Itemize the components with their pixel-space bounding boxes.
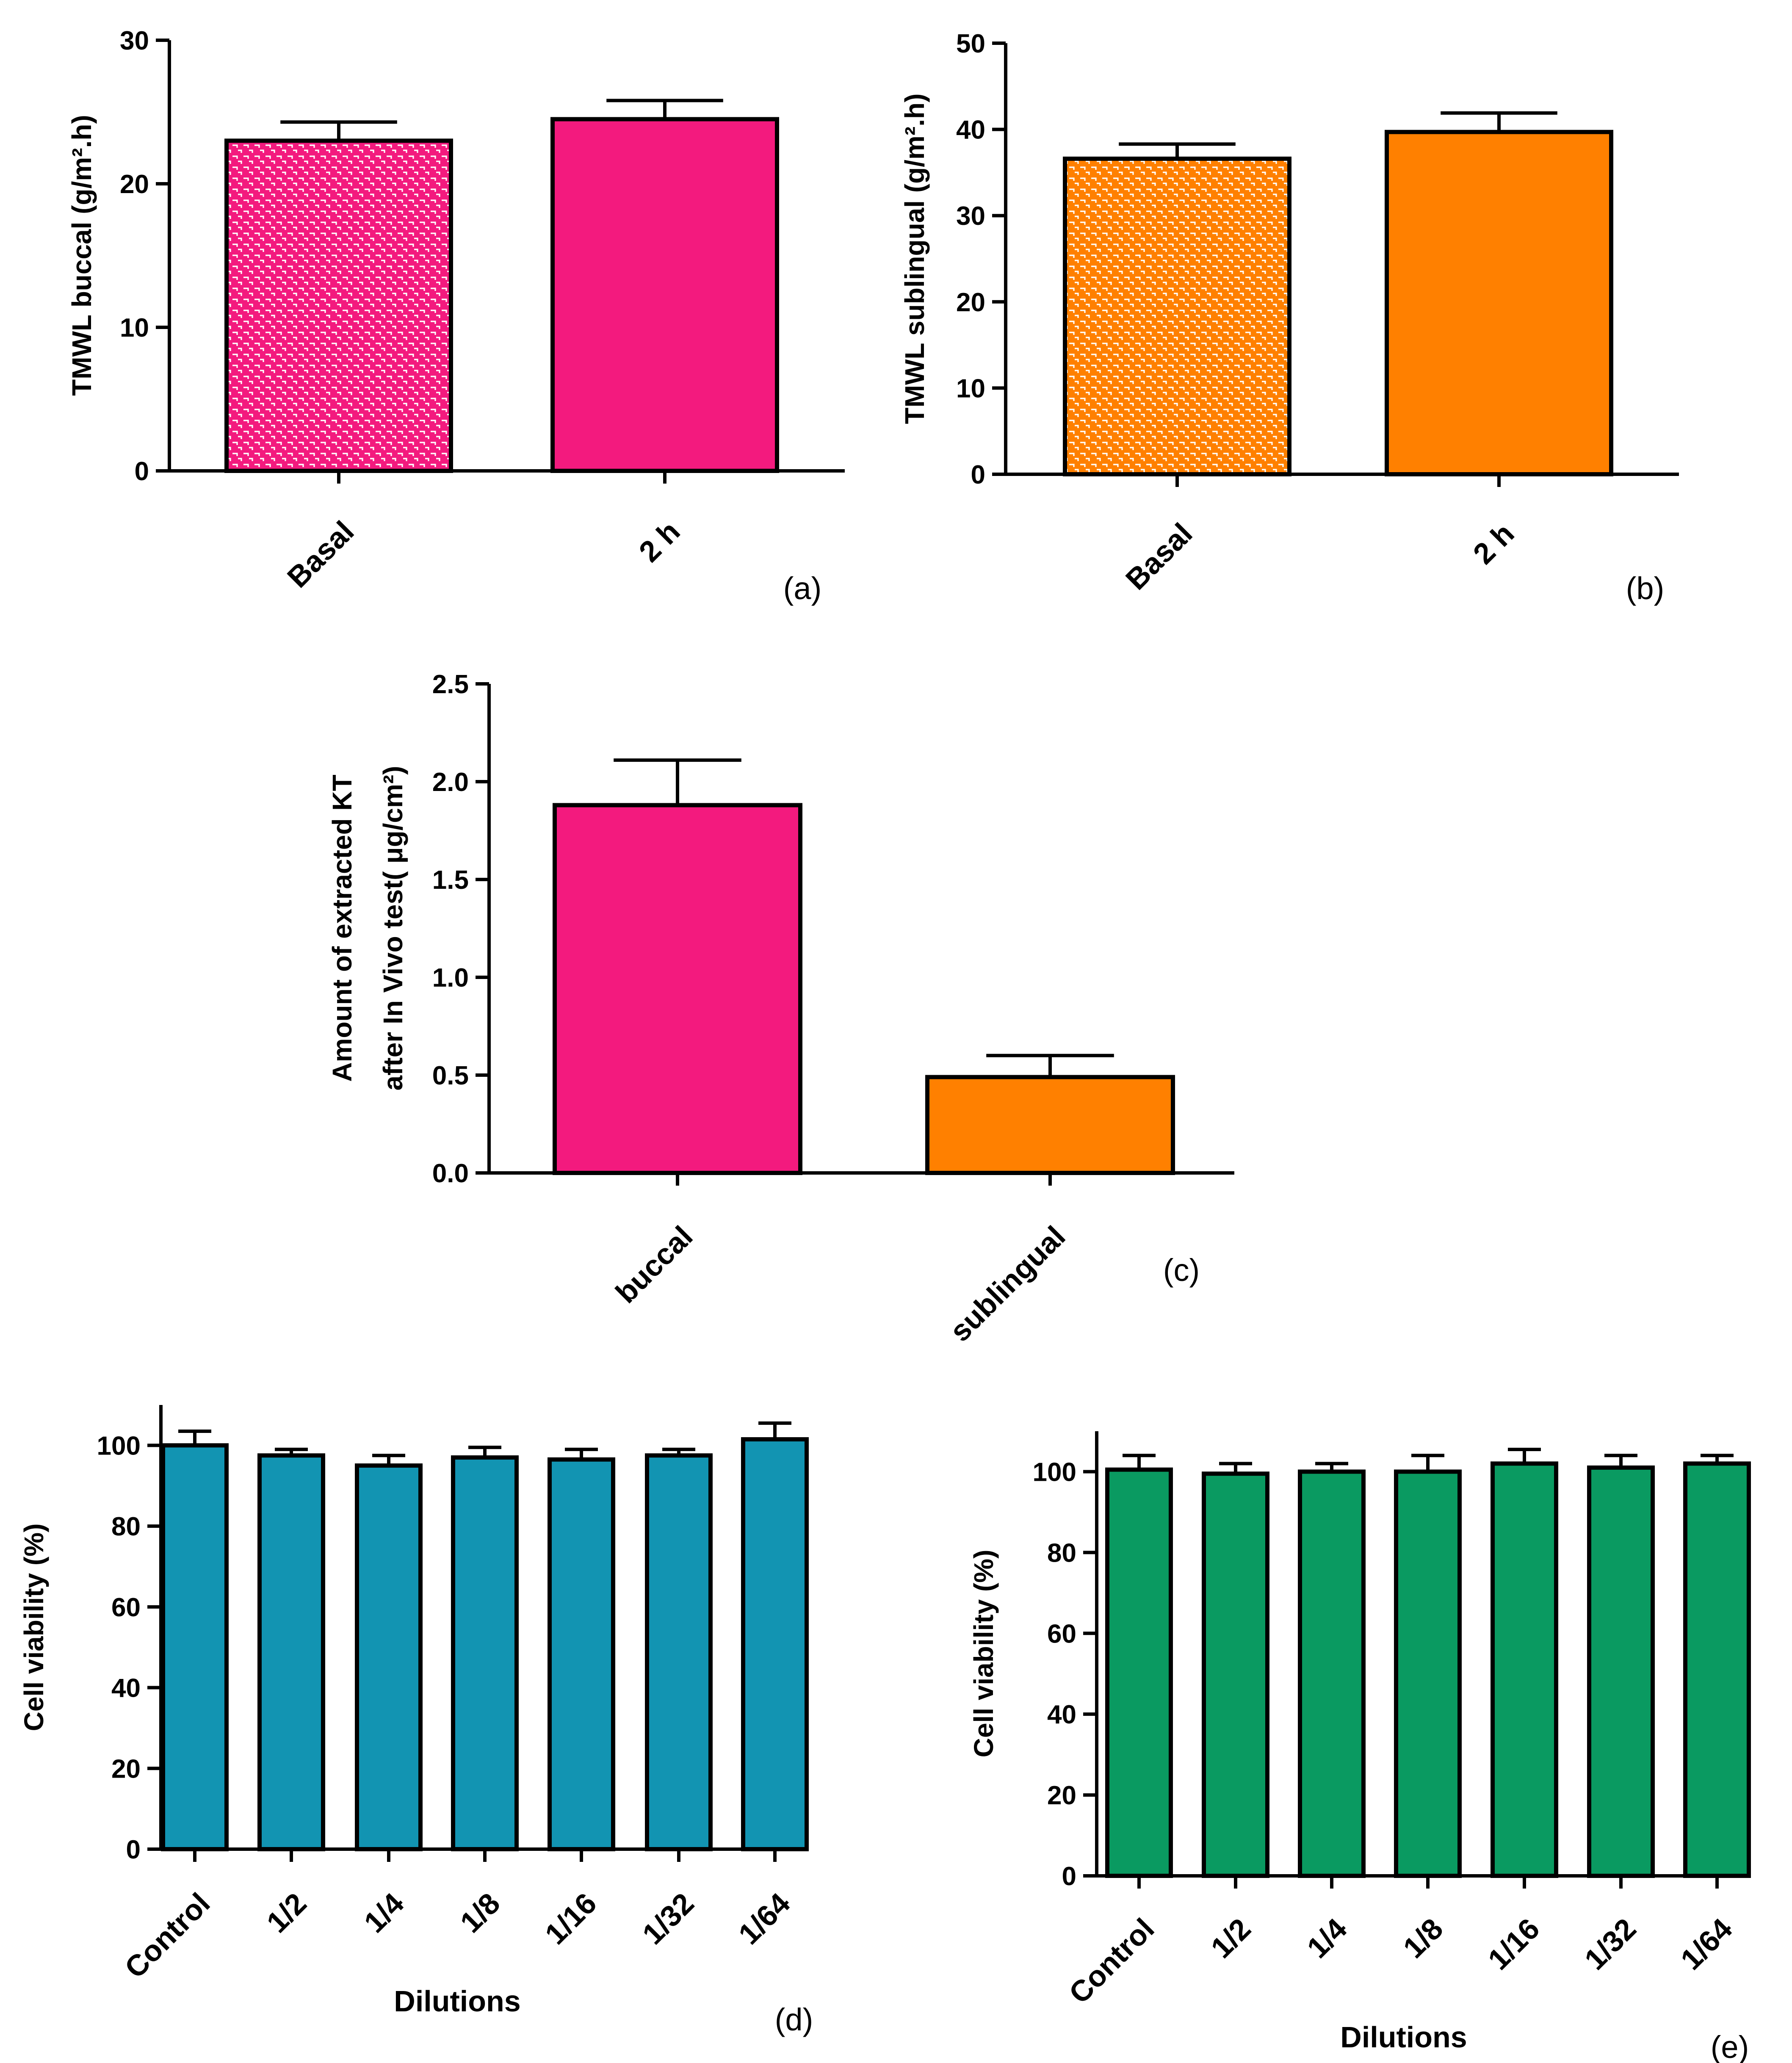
y-tick-label: 30: [956, 202, 985, 231]
category-label: buccal: [609, 1220, 699, 1309]
y-tick-label: 40: [1047, 1700, 1076, 1729]
panel-label: (d): [775, 2002, 813, 2037]
category-label: 1/8: [454, 1886, 506, 1939]
bar: [451, 1455, 519, 1851]
y-tick-label: 1.0: [432, 963, 469, 993]
bar: [1394, 1469, 1462, 1878]
bar: [257, 1453, 325, 1852]
bar: [925, 1075, 1175, 1175]
category-label: 1/32: [636, 1886, 700, 1950]
bar: [553, 803, 802, 1175]
bar: [1105, 1467, 1173, 1878]
y-tick-label: 2.0: [432, 768, 469, 797]
panel-label: (b): [1626, 571, 1664, 606]
panel-label: (a): [783, 571, 821, 606]
y-tick-label: 30: [120, 26, 149, 55]
y-tick-label: 10: [120, 313, 149, 343]
category-label: 1/16: [1482, 1912, 1546, 1976]
bar: [224, 138, 453, 473]
category-label: 1/4: [1301, 1912, 1353, 1964]
y-tick-label: 0.5: [432, 1061, 469, 1090]
category-label: 1/64: [732, 1886, 796, 1951]
category-label: sublingual: [943, 1220, 1072, 1348]
y-tick-label: 20: [120, 170, 149, 199]
y-tick-label: 0.0: [432, 1159, 469, 1188]
y-tick-label: 1.5: [432, 866, 469, 895]
category-label: 2 h: [1467, 517, 1521, 570]
y-tick-label: 10: [956, 374, 985, 403]
category-label: 1/4: [358, 1886, 410, 1939]
bar: [550, 117, 779, 473]
y-axis-title: TMWL sublingual (g/m².h): [899, 94, 930, 424]
chart-panel-4: 0 20 40 60 80 100 Control 1/2 1/4 1/8 1/16 1/32 1/64…: [968, 1431, 1751, 2063]
bar: [1063, 156, 1291, 477]
y-tick-label: 0: [126, 1835, 141, 1864]
y-tick-label: 2.5: [432, 670, 469, 699]
y-axis-title: Amount of extracted KT after In Vivo test…: [327, 766, 408, 1091]
bar: [1385, 130, 1613, 476]
category-label: 2 h: [633, 514, 686, 568]
bar: [1298, 1469, 1366, 1878]
category-label: Control: [1063, 1912, 1161, 2010]
category-label: Basal: [1119, 517, 1198, 596]
y-tick-label: 100: [1033, 1457, 1076, 1487]
x-axis-title: Dilutions: [394, 1985, 520, 2018]
panel-label: (e): [1711, 2030, 1749, 2063]
bar: [548, 1457, 615, 1852]
y-tick-label: 80: [111, 1512, 141, 1541]
bar: [1587, 1465, 1655, 1878]
category-label: 1/2: [260, 1886, 313, 1939]
y-tick-label: 20: [1047, 1781, 1076, 1810]
bar: [1491, 1461, 1558, 1878]
bar: [741, 1437, 809, 1851]
chart-panel-0: 0 10 20 30 Basal 2 h TMWL buccal (g/m².h) (a): [66, 26, 845, 606]
bar: [645, 1453, 713, 1852]
category-label: 1/64: [1674, 1912, 1739, 1976]
y-tick-label: 40: [111, 1674, 141, 1703]
panel-label: (c): [1163, 1253, 1200, 1288]
y-tick-label: 0: [971, 460, 985, 489]
y-tick-label: 20: [111, 1754, 141, 1784]
charts-layer: 0 10 20 30 Basal 2 h TMWL buccal (g/m².h) (a) 0 1…: [19, 26, 1751, 2063]
chart-panel-2: 0.0 0.5 1.0 1.5 2.0 2.5 buccal sublingual Amount…: [327, 670, 1234, 1348]
category-label: 1/8: [1397, 1912, 1449, 1964]
y-axis-title: TMWL buccal (g/m².h): [66, 115, 97, 396]
y-tick-label: 50: [956, 29, 985, 58]
bar: [355, 1463, 423, 1851]
y-tick-label: 100: [97, 1431, 141, 1460]
chart-panel-3: 0 20 40 60 80 100 Control 1/2 1/4 1/8 1/16 1/32 1/64…: [19, 1405, 813, 2037]
y-tick-label: 0: [135, 457, 149, 486]
chart-panel-1: 0 10 20 30 40 50 Basal 2 h TMWL sublingual (g/m²…: [899, 29, 1679, 606]
category-label: 1/32: [1578, 1912, 1642, 1976]
bar: [161, 1443, 229, 1851]
y-tick-label: 20: [956, 288, 985, 317]
category-label: Basal: [281, 514, 360, 594]
category-label: 1/2: [1205, 1912, 1257, 1964]
y-axis-title: Cell viability (%): [19, 1524, 49, 1731]
category-label: Control: [119, 1886, 216, 1984]
y-tick-label: 0: [1062, 1862, 1076, 1891]
y-tick-label: 40: [956, 116, 985, 145]
y-tick-label: 60: [1047, 1619, 1076, 1648]
x-axis-title: Dilutions: [1340, 2021, 1467, 2054]
category-label: 1/16: [539, 1886, 603, 1950]
y-tick-label: 60: [111, 1593, 141, 1622]
y-axis-title: Cell viability (%): [968, 1550, 999, 1758]
bar: [1683, 1461, 1751, 1878]
y-tick-label: 80: [1047, 1538, 1076, 1568]
bar: [1202, 1471, 1269, 1878]
